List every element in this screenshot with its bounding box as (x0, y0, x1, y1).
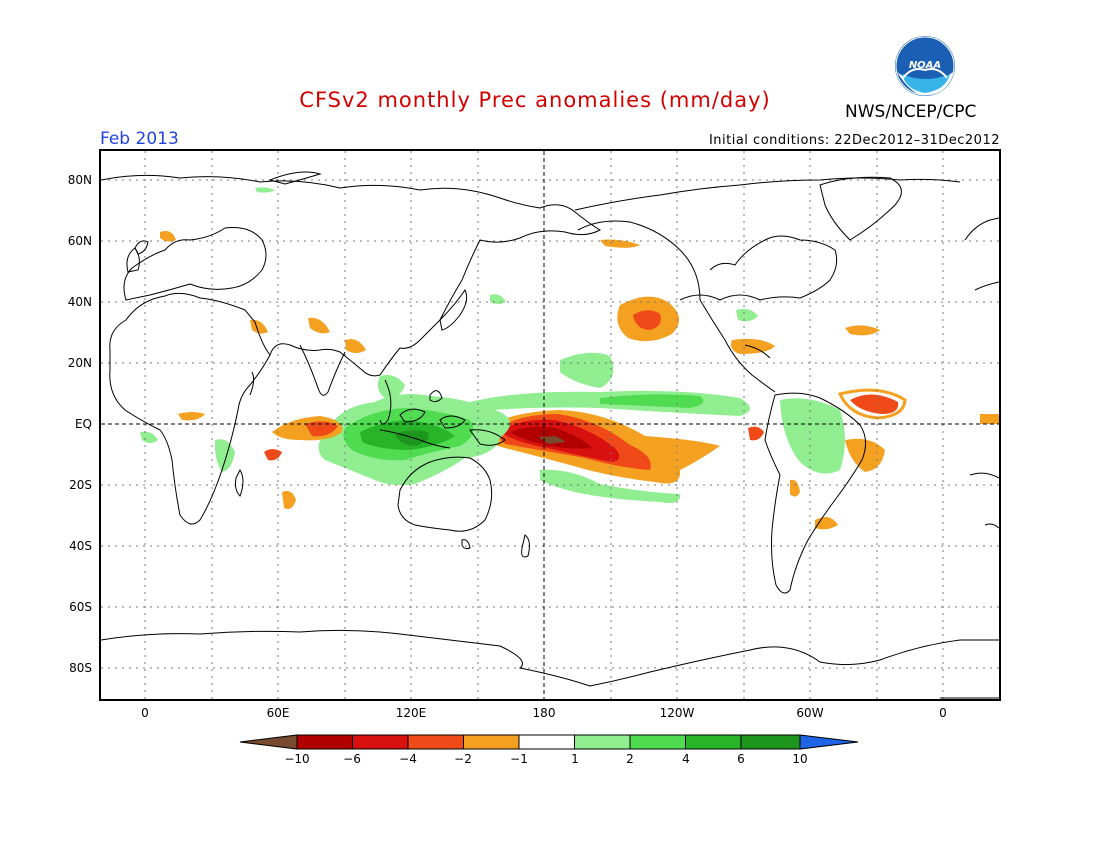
colorbar-bin (685, 734, 742, 750)
lat-label-80s: 80S (69, 661, 92, 675)
colorbar-bin (629, 734, 686, 750)
lon-label-120e: 120E (395, 706, 427, 720)
agency-label: NWS/NCEP/CPC (845, 102, 977, 122)
colorbar-arrow-right (799, 734, 859, 750)
lat-label-eq: EQ (74, 417, 92, 431)
lon-label-180: 180 (532, 706, 556, 720)
lat-label-40n: 40N (67, 295, 92, 309)
colorbar-bin (352, 734, 409, 750)
colorbar-arrow-left (239, 734, 298, 750)
lat-label-40s: 40S (69, 539, 92, 553)
map-title-text: CFSv2 monthly Prec anomalies (mm/day) (299, 88, 771, 112)
initial-conditions: Initial conditions: 22Dec2012–31Dec2012 (708, 133, 1000, 148)
lat-label-80n: 80N (67, 173, 92, 187)
colorbar-bin (296, 734, 353, 750)
colorbar-bin (574, 734, 631, 750)
lat-label-20n: 20N (67, 356, 92, 370)
colorbar-label: −2 (454, 752, 472, 766)
colorbar-label: −4 (399, 752, 417, 766)
colorbar-bin (518, 734, 575, 750)
lon-label-60e: 60E (266, 706, 290, 720)
forecast-period: Feb 2013 (100, 129, 179, 149)
colorbar-label: 4 (682, 752, 690, 766)
lat-label-60s: 60S (69, 600, 92, 614)
map-title: CFSv2 monthly Prec anomalies (mm/day) (0, 88, 1100, 112)
lon-label-120w: 120W (659, 706, 695, 720)
colorbar-bin (463, 734, 520, 750)
equator-dateline (101, 151, 999, 699)
colorbar-bin (407, 734, 464, 750)
colorbar-label: 1 (571, 752, 579, 766)
colorbar-label: 10 (792, 752, 808, 766)
map-gridlines (101, 151, 999, 699)
noaa-logo-icon: NOAA (895, 36, 955, 96)
colorbar-label: 6 (737, 752, 745, 766)
colorbar-bin (740, 734, 801, 750)
colorbar-label: 2 (626, 752, 634, 766)
lat-label-20s: 20S (69, 478, 92, 492)
noaa-logo-text: NOAA (909, 60, 941, 71)
lon-label-0-east: 0 (939, 706, 947, 720)
anomaly-shading (140, 187, 999, 530)
colorbar-label: −10 (284, 752, 310, 766)
coastlines (101, 171, 999, 699)
lon-label-0: 0 (141, 706, 149, 720)
lon-label-60w: 60W (796, 706, 824, 720)
colorbar-label: −1 (510, 752, 528, 766)
colorbar-label: −6 (343, 752, 361, 766)
colorbar (239, 734, 859, 750)
lat-label-60n: 60N (67, 234, 92, 248)
